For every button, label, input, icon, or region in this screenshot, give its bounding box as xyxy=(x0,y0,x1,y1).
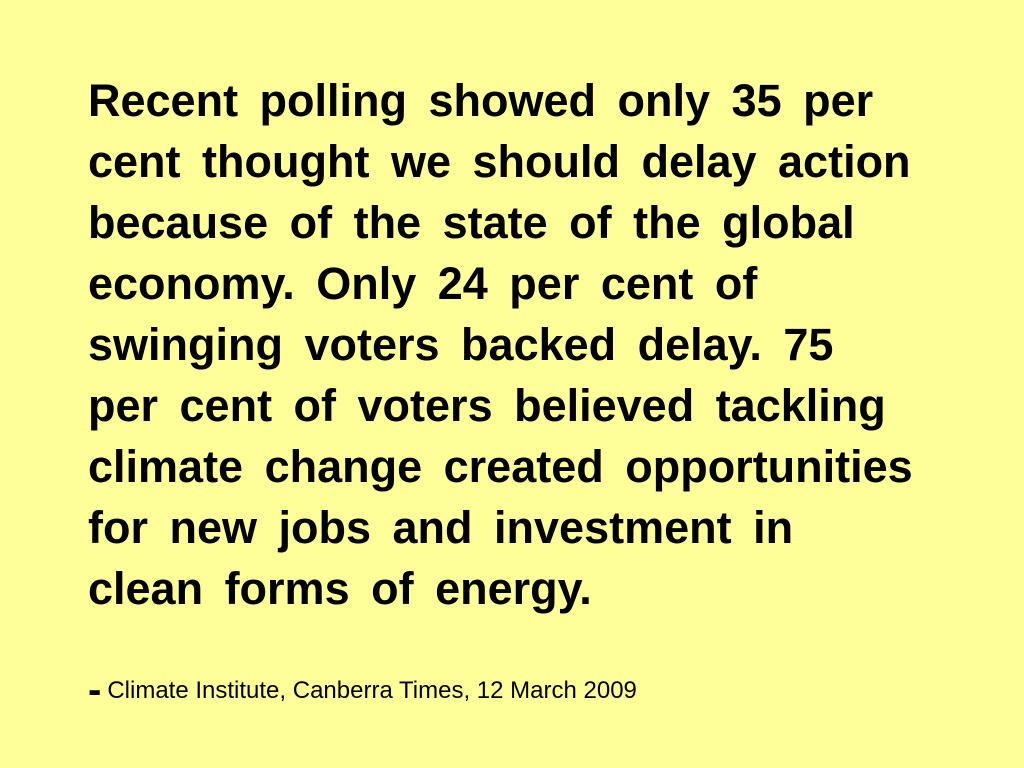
quote-line: per cent of voters believed tackling xyxy=(88,380,886,431)
source: Climate Institute, Canberra Times, 12 Ma… xyxy=(107,676,637,704)
quote-line: clean forms of energy. xyxy=(88,563,592,614)
quote: Recent polling showed only 35 per cent th… xyxy=(88,70,1008,619)
quote-line: swinging voters backed delay. 75 xyxy=(88,319,834,370)
dash: - xyxy=(88,668,102,712)
quote-line: Recent polling showed only 35 per xyxy=(88,75,874,126)
quote-line: cent thought we should delay action xyxy=(88,136,911,187)
quote-line: economy. Only 24 per cent of xyxy=(88,258,758,309)
quote-line: climate change created opportunities xyxy=(88,441,913,492)
quote-line: for new jobs and investment in xyxy=(88,502,794,553)
attribution: - Climate Institute, Canberra Times, 12 M… xyxy=(88,668,637,713)
quote-line: because of the state of the global xyxy=(88,197,855,248)
